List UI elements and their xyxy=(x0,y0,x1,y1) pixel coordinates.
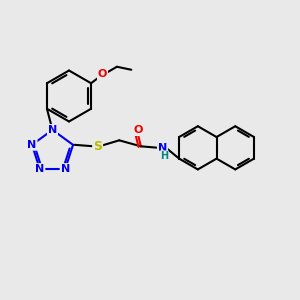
Text: N: N xyxy=(35,164,44,174)
Text: O: O xyxy=(98,69,107,79)
Text: N: N xyxy=(61,164,70,174)
Text: O: O xyxy=(133,125,142,135)
Text: N: N xyxy=(48,125,57,135)
Text: N: N xyxy=(158,143,167,153)
Text: N: N xyxy=(27,140,37,150)
Text: S: S xyxy=(93,140,102,153)
Text: H: H xyxy=(160,151,168,161)
